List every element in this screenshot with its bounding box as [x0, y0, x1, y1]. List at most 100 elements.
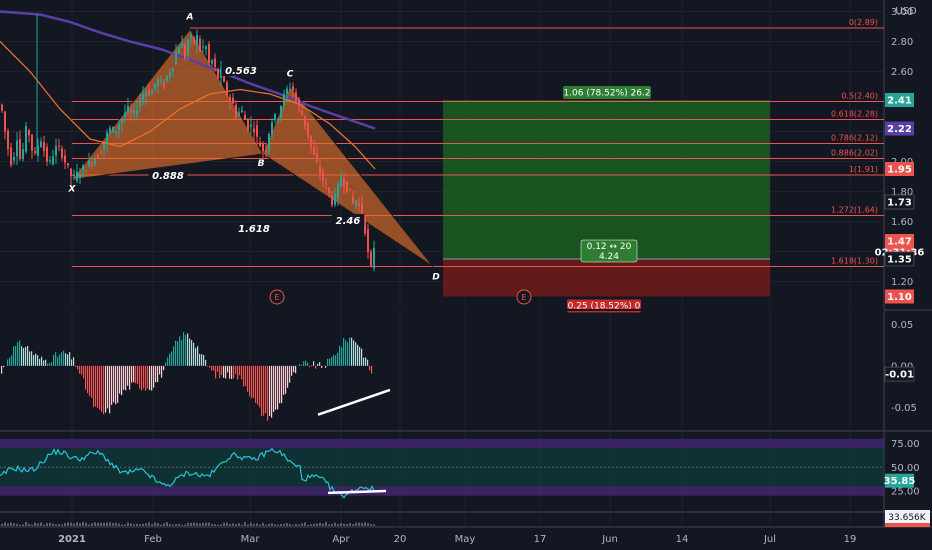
- macd-bar: [269, 365, 271, 416]
- candle-body: [244, 114, 246, 120]
- price-badge-text-7: 1.10: [887, 292, 912, 303]
- date-tick-2: Mar: [241, 534, 261, 545]
- macd-bar: [119, 365, 121, 394]
- volume-bar: [7, 523, 9, 526]
- volume-bar: [319, 522, 321, 526]
- fib-label-0: 0(2.89): [849, 18, 878, 27]
- macd-bar: [141, 365, 143, 391]
- ratio-label-1: 0.888: [152, 171, 184, 182]
- volume-bar: [343, 523, 345, 526]
- candle-body: [208, 44, 210, 64]
- rsi-tick-1: 50.00: [891, 463, 920, 474]
- candle-body: [127, 106, 129, 113]
- rsi-oversold-zone: [0, 486, 884, 496]
- volume-bar: [178, 523, 180, 526]
- position-tool[interactable]: 1.06 (78.52%) 26.2 0.12 ↔ 204.24 0.25 (18.…: [0, 86, 884, 313]
- macd-bar: [185, 335, 187, 366]
- macd-bar: [365, 357, 367, 366]
- macd-bar: [85, 365, 87, 390]
- macd-bar: [265, 365, 267, 414]
- macd-bar: [161, 365, 163, 378]
- volume-bar: [76, 522, 78, 526]
- pattern-labels: X A B C D 0.563 0.888 2.46 1.618 E E: [68, 13, 532, 305]
- volume-bar: [46, 523, 48, 526]
- macd-bar: [13, 346, 15, 366]
- volume-bar: [145, 523, 147, 526]
- volume-bar: [94, 522, 96, 526]
- macd-bar: [331, 357, 333, 366]
- price-badge-text-2: 1.95: [887, 165, 912, 176]
- candle-body: [343, 178, 345, 187]
- macd-bar: [329, 358, 331, 366]
- volume-bar: [367, 523, 369, 526]
- candle-body: [100, 153, 102, 155]
- macd-bar: [319, 362, 321, 366]
- currency-label[interactable]: USD: [895, 6, 917, 17]
- candle-body: [301, 110, 303, 116]
- volume-bar: [91, 523, 93, 526]
- candle-body: [373, 247, 375, 269]
- volume-bar: [235, 524, 237, 526]
- candle-body: [241, 110, 243, 113]
- candle-body: [25, 126, 27, 152]
- candle-body: [97, 155, 99, 158]
- pattern-xb-line: [71, 153, 264, 180]
- volume-bar: [211, 523, 213, 526]
- volume-bar: [307, 524, 309, 526]
- volume-bar: [79, 523, 81, 526]
- volume-bar: [100, 522, 102, 526]
- macd-bar: [309, 365, 311, 368]
- volume-bar: [88, 524, 90, 526]
- candle-body: [304, 115, 306, 126]
- date-tick-9: Jul: [763, 534, 776, 545]
- volume-bar: [172, 524, 174, 526]
- macd-bar: [293, 365, 295, 373]
- candle-body: [262, 143, 264, 152]
- macd-bar: [267, 365, 269, 421]
- volume-bar: [31, 524, 33, 526]
- volume-bar: [349, 523, 351, 526]
- macd-bar: [11, 355, 13, 366]
- price-tick-9: 1.20: [891, 277, 913, 288]
- volume-bar: [166, 522, 168, 526]
- macd-bar: [187, 333, 189, 366]
- volume-bar: [232, 523, 234, 526]
- candle-body: [292, 86, 294, 91]
- macd-bar: [1, 365, 3, 374]
- candle-body: [277, 118, 279, 121]
- volume-bar: [310, 524, 312, 526]
- volume-bar: [325, 522, 327, 526]
- macd-bar: [55, 352, 57, 366]
- price-badge-2: [885, 162, 914, 176]
- volume-bar: [370, 524, 372, 526]
- volume-bar: [22, 524, 24, 526]
- volume-bar: [238, 523, 240, 526]
- macd-bar: [125, 365, 127, 391]
- macd-bar: [35, 353, 37, 366]
- candle-body: [226, 82, 228, 96]
- volume-bar: [142, 523, 144, 526]
- rsi-panel: [0, 438, 884, 499]
- macd-bar: [279, 365, 281, 404]
- macd-bar: [371, 365, 373, 374]
- macd-bar: [317, 363, 319, 366]
- volume-bar: [169, 524, 171, 526]
- volume-bar: [298, 524, 300, 526]
- macd-bar: [233, 365, 235, 379]
- macd-bar: [355, 342, 357, 366]
- date-tick-5: May: [455, 534, 476, 545]
- volume-bar: [373, 524, 375, 526]
- candle-body: [223, 71, 225, 82]
- macd-bar: [299, 363, 301, 366]
- volume-bar: [64, 522, 66, 526]
- price-badge-7: [885, 289, 914, 304]
- macd-bar: [345, 340, 347, 366]
- pattern-ac-line: [189, 29, 291, 87]
- volume-bar: [85, 522, 87, 526]
- macd-bar: [153, 365, 155, 388]
- volume-bar: [82, 522, 84, 526]
- macd-bar: [275, 365, 277, 410]
- macd-bar: [367, 359, 369, 366]
- candle-body: [190, 35, 192, 38]
